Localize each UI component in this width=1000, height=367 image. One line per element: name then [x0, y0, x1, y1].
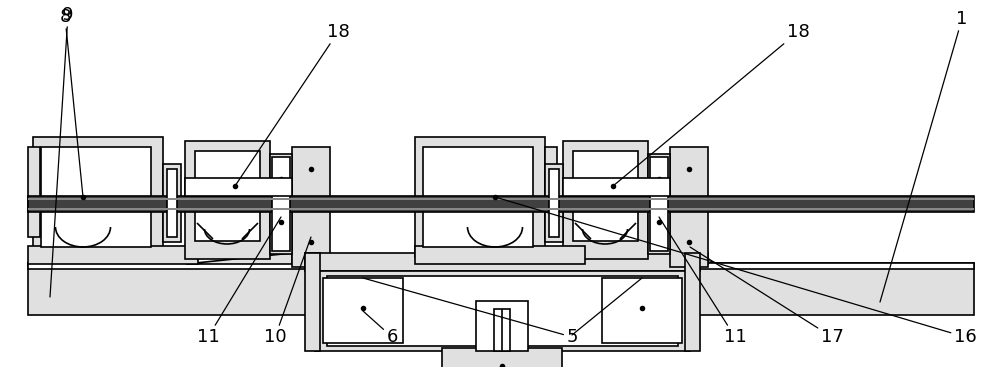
Bar: [305, 253, 320, 351]
Bar: [563, 141, 648, 259]
Bar: [28, 147, 40, 237]
Text: 1: 1: [880, 10, 968, 302]
Polygon shape: [568, 253, 708, 264]
Bar: [305, 253, 700, 271]
Text: 2: 2: [0, 366, 1, 367]
Bar: [270, 154, 292, 254]
Bar: [685, 253, 700, 351]
Text: 3: 3: [0, 366, 1, 367]
Text: 18: 18: [235, 23, 349, 186]
Text: 16: 16: [495, 197, 976, 346]
Bar: [28, 263, 974, 269]
Text: 8: 8: [59, 8, 83, 197]
Bar: [272, 157, 290, 251]
Bar: [494, 309, 510, 351]
Bar: [28, 208, 974, 210]
Bar: [33, 137, 163, 257]
Bar: [163, 164, 181, 242]
Bar: [28, 198, 974, 200]
Bar: [28, 263, 974, 315]
Text: 5: 5: [363, 278, 578, 346]
Bar: [315, 271, 690, 351]
Bar: [545, 164, 563, 242]
Bar: [167, 169, 177, 237]
Text: 18: 18: [613, 23, 809, 186]
Bar: [563, 178, 670, 196]
Bar: [292, 147, 330, 267]
Bar: [648, 154, 670, 254]
Bar: [28, 246, 198, 264]
Text: 10: 10: [264, 237, 311, 346]
Bar: [650, 157, 668, 251]
Bar: [327, 276, 678, 346]
Text: 17: 17: [690, 247, 843, 346]
Bar: [185, 178, 292, 196]
Bar: [602, 278, 682, 343]
Bar: [185, 141, 270, 259]
Text: 11: 11: [197, 217, 281, 346]
Bar: [670, 147, 708, 267]
Bar: [195, 151, 260, 241]
Text: 4: 4: [0, 366, 1, 367]
Text: 11: 11: [659, 217, 746, 346]
Bar: [549, 169, 559, 237]
Text: 6: 6: [363, 311, 398, 346]
Bar: [323, 278, 403, 343]
Polygon shape: [186, 253, 292, 264]
Bar: [573, 151, 638, 241]
Bar: [545, 147, 557, 237]
Bar: [476, 301, 528, 351]
Bar: [423, 147, 533, 247]
Bar: [415, 246, 585, 264]
Text: 9: 9: [50, 6, 74, 297]
Bar: [415, 137, 545, 257]
Bar: [442, 348, 562, 367]
Bar: [28, 196, 974, 212]
Bar: [41, 147, 151, 247]
